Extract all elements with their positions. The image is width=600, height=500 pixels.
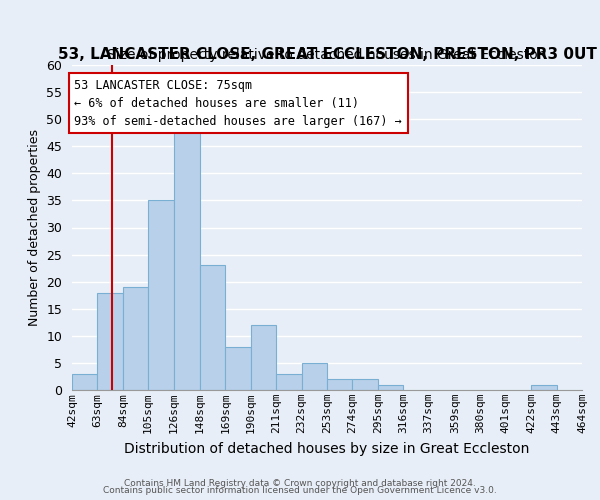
- Title: 53, LANCASTER CLOSE, GREAT ECCLESTON, PRESTON, PR3 0UT: 53, LANCASTER CLOSE, GREAT ECCLESTON, PR…: [58, 48, 596, 62]
- Bar: [97, 292, 123, 390]
- Bar: [531, 384, 557, 390]
- Bar: [327, 379, 352, 390]
- Bar: [251, 325, 276, 390]
- Bar: [200, 266, 226, 390]
- Bar: [72, 374, 97, 390]
- Text: Size of property relative to detached houses in Great Eccleston: Size of property relative to detached ho…: [107, 48, 547, 62]
- Text: Contains HM Land Registry data © Crown copyright and database right 2024.: Contains HM Land Registry data © Crown c…: [124, 478, 476, 488]
- Text: Contains public sector information licensed under the Open Government Licence v3: Contains public sector information licen…: [103, 486, 497, 495]
- Bar: [123, 287, 148, 390]
- Bar: [302, 363, 327, 390]
- Y-axis label: Number of detached properties: Number of detached properties: [28, 129, 41, 326]
- Text: 53 LANCASTER CLOSE: 75sqm
← 6% of detached houses are smaller (11)
93% of semi-d: 53 LANCASTER CLOSE: 75sqm ← 6% of detach…: [74, 78, 402, 128]
- Bar: [226, 346, 251, 390]
- Bar: [276, 374, 302, 390]
- Bar: [378, 384, 403, 390]
- Bar: [173, 130, 200, 390]
- Bar: [352, 379, 378, 390]
- Bar: [148, 200, 173, 390]
- X-axis label: Distribution of detached houses by size in Great Eccleston: Distribution of detached houses by size …: [124, 442, 530, 456]
